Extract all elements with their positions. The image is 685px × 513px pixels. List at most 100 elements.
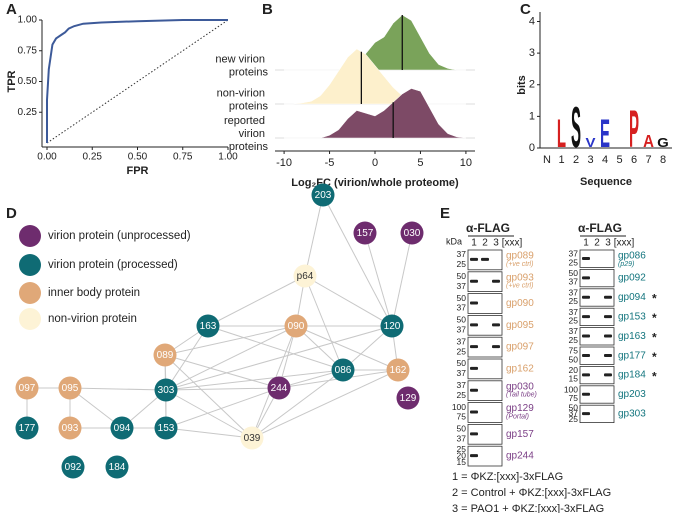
band	[604, 334, 612, 338]
node-label: 090	[288, 321, 305, 332]
x-tick-label: -5	[325, 157, 335, 169]
x-tick-label: 5	[616, 154, 622, 166]
kda-marker: 50	[457, 293, 467, 303]
y-tick-label: 0.75	[18, 45, 38, 56]
blot-box	[467, 314, 503, 336]
edge	[391, 232, 413, 327]
kda-marker: 50	[569, 354, 579, 364]
lane-label: 2	[594, 238, 600, 249]
kda-marker: 25	[457, 390, 467, 400]
series-label: new virion proteins	[215, 53, 268, 78]
band	[582, 412, 590, 416]
lane-legend: 3 = PAO1 + ΦKZ:[xxx]-3xFLAG	[452, 503, 604, 513]
kda-marker: 20	[457, 450, 467, 460]
blot-box	[579, 385, 615, 404]
band	[470, 388, 478, 392]
node-label: 039	[244, 433, 261, 444]
y-tick-label: 0.50	[18, 76, 38, 87]
node-label: 030	[404, 228, 421, 239]
blot-box	[467, 423, 503, 445]
blot-box	[467, 402, 503, 423]
edge	[364, 232, 393, 327]
node-label: 086	[335, 365, 352, 376]
star: *	[652, 330, 657, 344]
blot-box	[467, 336, 503, 358]
node	[105, 455, 129, 479]
edge	[165, 387, 280, 429]
x-axis-label: FPR	[127, 165, 149, 177]
node	[267, 376, 291, 400]
x-tick-label: 4	[602, 154, 608, 166]
node	[386, 358, 410, 382]
protein-note: (p29)	[618, 261, 634, 268]
edge	[251, 369, 399, 439]
node	[396, 386, 420, 410]
edge	[207, 325, 344, 371]
x-tick-label: 8	[660, 154, 666, 166]
kda-marker: 37	[457, 281, 467, 291]
protein-label: gp203	[618, 389, 646, 400]
x-tick-label: N	[543, 154, 551, 166]
node-label: 095	[62, 383, 79, 394]
legend-label: virion protein (processed)	[48, 259, 178, 271]
blot-box	[579, 327, 615, 346]
x-tick-label: -10	[276, 157, 292, 169]
x-tick-label: 6	[631, 154, 637, 166]
protein-label: gp157	[506, 429, 534, 440]
protein-label: gp129	[506, 403, 534, 414]
lane-label: 3	[493, 238, 499, 249]
edge	[165, 389, 253, 439]
node	[380, 314, 404, 338]
band	[470, 410, 478, 414]
band	[492, 279, 500, 283]
kda-marker: 37	[457, 336, 467, 346]
kda-marker: 50	[457, 271, 467, 281]
series-label: reported virion proteins	[224, 115, 269, 153]
node-label: 163	[200, 321, 217, 332]
node-label: 203	[315, 190, 332, 201]
edge	[69, 387, 167, 391]
y-tick-label: 1.00	[18, 15, 38, 26]
edge	[164, 354, 280, 389]
kda-marker: 37	[457, 368, 467, 378]
node-label: 157	[357, 228, 374, 239]
panel-label: D	[6, 205, 17, 222]
density	[284, 88, 466, 139]
x-tick-label: 1.00	[218, 152, 238, 163]
legend-label: virion protein (unprocessed)	[48, 230, 191, 242]
lane-label: [xxx]	[614, 238, 635, 249]
legend-label: inner body protein	[48, 287, 140, 299]
panel-label: A	[6, 1, 17, 18]
logo-letter: S	[571, 95, 581, 159]
legend-swatch	[19, 225, 41, 247]
kda-marker: 25	[457, 444, 467, 454]
node	[154, 378, 178, 402]
star: *	[652, 311, 657, 325]
edge	[164, 325, 297, 356]
kda-marker: 75	[457, 412, 467, 422]
band	[582, 353, 590, 357]
protein-label: gp162	[506, 364, 534, 375]
protein-label: gp095	[506, 320, 534, 331]
x-tick-label: 0.25	[83, 152, 103, 163]
edge	[165, 325, 393, 391]
x-tick-label: 0.75	[173, 152, 193, 163]
band	[582, 256, 590, 260]
node-label: 089	[157, 350, 174, 361]
protein-label: gp303	[618, 409, 646, 420]
star: *	[652, 369, 657, 383]
protein-label: gp086	[618, 251, 646, 262]
node-label: 129	[400, 393, 417, 404]
kda-marker: 37	[457, 249, 467, 259]
kda-marker: 37	[569, 326, 579, 336]
x-tick-label: 0.50	[128, 152, 148, 163]
legend-swatch	[19, 308, 41, 330]
node	[15, 416, 39, 440]
node-label: 094	[114, 423, 131, 434]
kda-marker: 37	[569, 307, 579, 317]
node	[331, 358, 355, 382]
node	[58, 376, 82, 400]
logo-letter: E	[600, 113, 610, 157]
band	[582, 392, 590, 396]
